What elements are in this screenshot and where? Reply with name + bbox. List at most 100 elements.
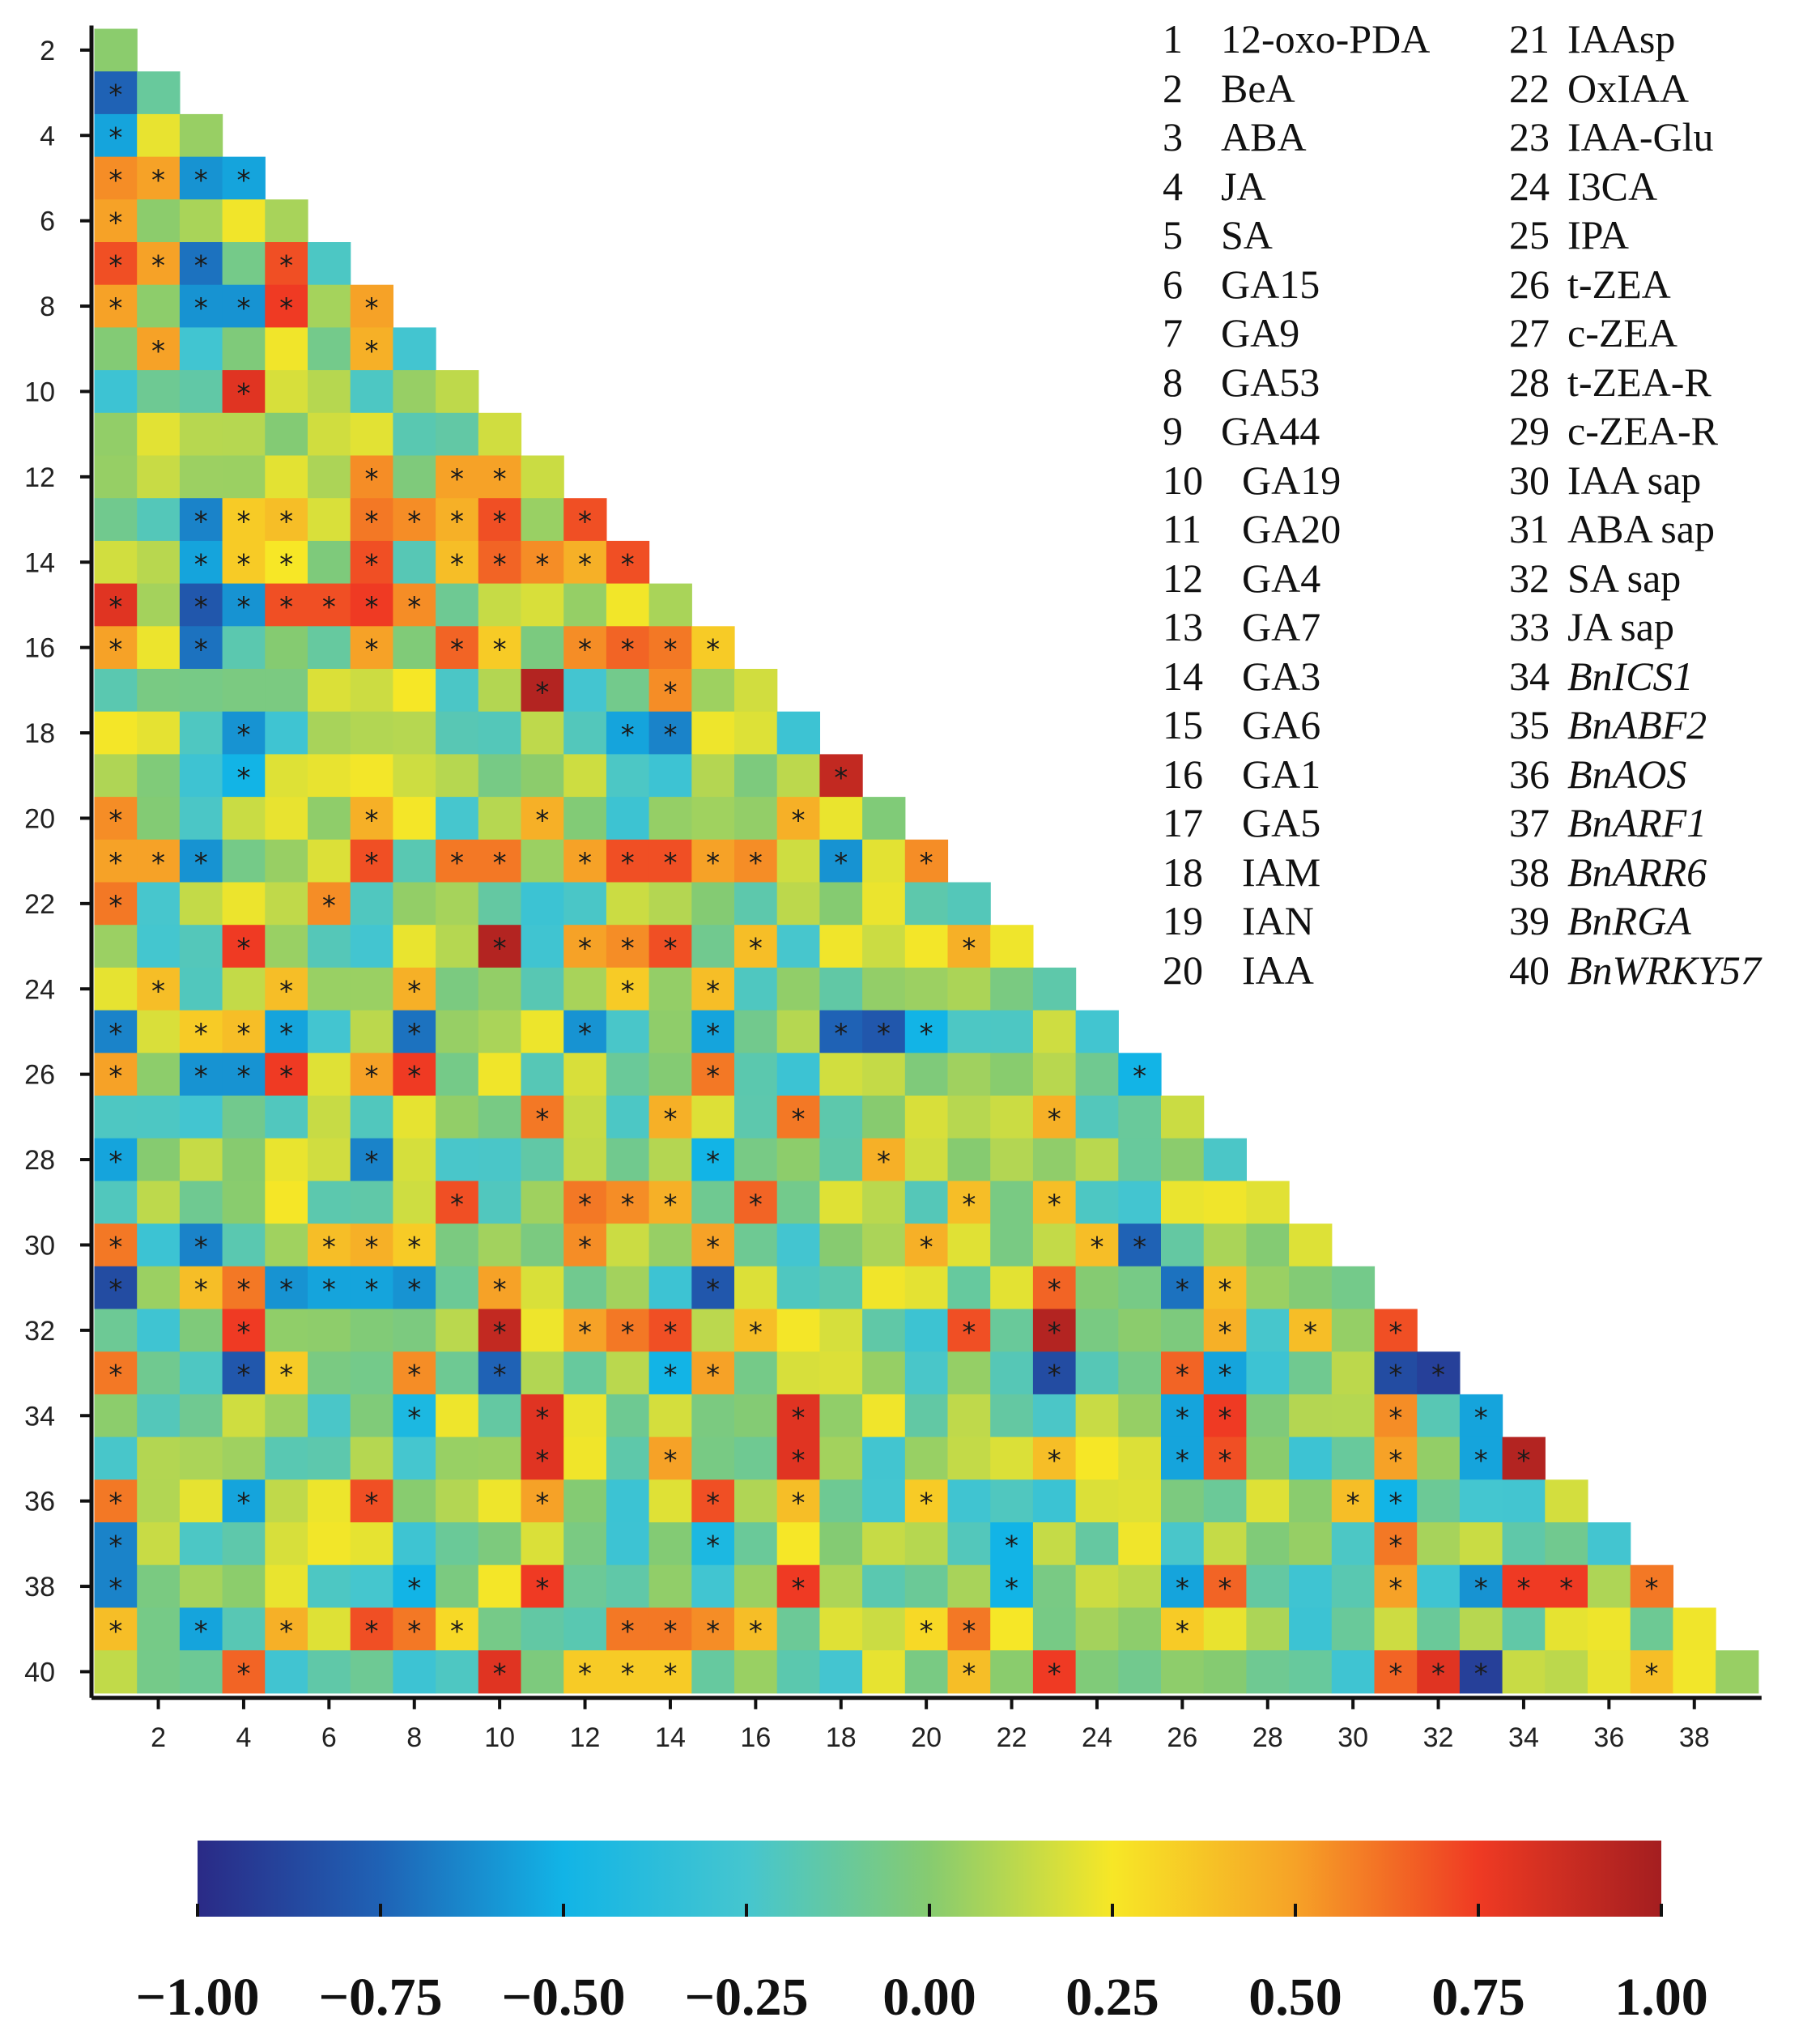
cell-r25-c6: [308, 1010, 351, 1053]
cell-r26-c19: [862, 1053, 906, 1096]
cell-r34-c22: [990, 1394, 1034, 1438]
star-r31-c7: *: [365, 1274, 379, 1306]
cell-r37-c8: [393, 1522, 436, 1566]
legend-number: 26: [1509, 261, 1550, 307]
cell-r37-c28: [1246, 1522, 1290, 1566]
cell-r35-c33: [1459, 1436, 1503, 1480]
star-r38-c26: *: [1176, 1573, 1189, 1605]
star-r40-c32: *: [1431, 1658, 1445, 1690]
cell-r39-c25: [1118, 1607, 1162, 1651]
star-r16-c7: *: [365, 634, 379, 666]
cell-r27-c5: [265, 1096, 308, 1139]
cell-r33-c6: [308, 1351, 351, 1395]
x-tick-label-32: 32: [1423, 1722, 1454, 1753]
legend-variable-name: GA19: [1242, 457, 1342, 503]
star-r29-c14: *: [663, 1189, 677, 1221]
cell-r6-c1: [94, 199, 138, 243]
star-r8-c7: *: [365, 292, 379, 325]
cell-r28-c5: [265, 1138, 308, 1181]
star-r20-c1: *: [108, 804, 122, 836]
cell-r27-c14: [648, 1096, 692, 1139]
cell-r21-c3: [179, 839, 223, 883]
cell-r36-c9: [436, 1479, 479, 1523]
cell-r36-c32: [1417, 1479, 1461, 1523]
cell-r27-c26: [1161, 1096, 1205, 1139]
cell-r28-c9: [436, 1138, 479, 1181]
cell-r20-c14: [648, 797, 692, 841]
cell-r17-c15: [691, 669, 735, 713]
legend-variable-name: 12-oxo-PDA: [1221, 16, 1431, 62]
cell-r25-c19: [862, 1010, 906, 1053]
legend-item-3: 3 ABA: [1163, 113, 1307, 161]
cell-r25-c9: [436, 1010, 479, 1053]
cell-r7-c5: [265, 242, 308, 286]
cell-r13-c1: [94, 498, 138, 542]
cell-r21-c19: [862, 839, 906, 883]
cell-r33-c8: [393, 1351, 436, 1395]
cell-r32-c14: [648, 1309, 692, 1352]
star-r39-c7: *: [365, 1615, 379, 1648]
cell-r38-c33: [1459, 1564, 1503, 1608]
star-r14-c10: *: [493, 548, 507, 581]
star-r38-c31: *: [1388, 1573, 1402, 1605]
cell-r33-c30: [1331, 1351, 1376, 1395]
cell-r19-c18: [819, 754, 863, 798]
cell-r15-c4: [222, 583, 266, 627]
cell-r40-c22: [990, 1650, 1034, 1694]
cell-r25-c20: [904, 1010, 949, 1053]
cell-r10-c7: [350, 370, 393, 414]
legend-number: 40: [1509, 947, 1550, 993]
cell-r18-c4: [222, 711, 266, 755]
star-r15-c4: *: [236, 591, 250, 624]
cell-r36-c31: [1374, 1479, 1418, 1523]
cell-r21-c8: [393, 839, 436, 883]
cell-r19-c13: [606, 754, 650, 798]
star-r30-c6: *: [322, 1231, 336, 1263]
cell-r9-c1: [94, 327, 138, 371]
cell-r35-c12: [563, 1436, 607, 1480]
cell-r39-c33: [1459, 1607, 1503, 1651]
cell-r21-c4: [222, 839, 266, 883]
star-r21-c14: *: [663, 847, 677, 879]
legend-number: 37: [1509, 800, 1550, 845]
star-r21-c1: *: [108, 847, 122, 879]
star-r31-c3: *: [194, 1274, 208, 1306]
legend-item-38: 38 BnARR6: [1509, 848, 1707, 896]
cell-r2-c1: [94, 28, 138, 72]
cell-r24-c3: [179, 967, 223, 1011]
star-r31-c8: *: [407, 1274, 421, 1306]
star-r15-c7: *: [365, 591, 379, 624]
legend-number: 18: [1163, 849, 1203, 895]
cell-r4-c2: [137, 113, 181, 158]
cell-r5-c2: [137, 156, 181, 200]
cell-r34-c15: [691, 1394, 735, 1438]
star-r35-c11: *: [535, 1445, 549, 1477]
legend-variable-name: c-ZEA: [1567, 310, 1678, 355]
cell-r15-c2: [137, 583, 181, 627]
star-r28-c19: *: [877, 1146, 891, 1178]
cell-r37-c35: [1545, 1522, 1588, 1566]
cell-r40-c24: [1075, 1650, 1119, 1694]
star-r8-c3: *: [194, 292, 208, 325]
cell-r37-c7: [350, 1522, 393, 1566]
star-r40-c21: *: [962, 1658, 976, 1690]
star-r22-c1: *: [108, 890, 122, 922]
cell-r39-c5: [265, 1607, 308, 1651]
star-r34-c11: *: [535, 1402, 549, 1434]
cell-r34-c5: [265, 1394, 308, 1438]
legend-number: 33: [1509, 604, 1550, 649]
cell-r19-c3: [179, 754, 223, 798]
cell-r32-c15: [691, 1309, 735, 1352]
legend-number: 6: [1163, 261, 1183, 307]
cell-r30-c22: [990, 1224, 1034, 1267]
legend-number: 10: [1163, 457, 1203, 503]
cell-r12-c7: [350, 455, 393, 499]
cell-r40-c10: [478, 1650, 522, 1694]
cell-r40-c27: [1203, 1650, 1247, 1694]
star-r13-c3: *: [194, 506, 208, 538]
cell-r3-c1: [94, 71, 138, 115]
cell-r19-c17: [776, 754, 820, 798]
legend-item-21: 21 IAAsp: [1509, 15, 1675, 63]
cell-r33-c3: [179, 1351, 223, 1395]
cell-r14-c3: [179, 540, 223, 585]
